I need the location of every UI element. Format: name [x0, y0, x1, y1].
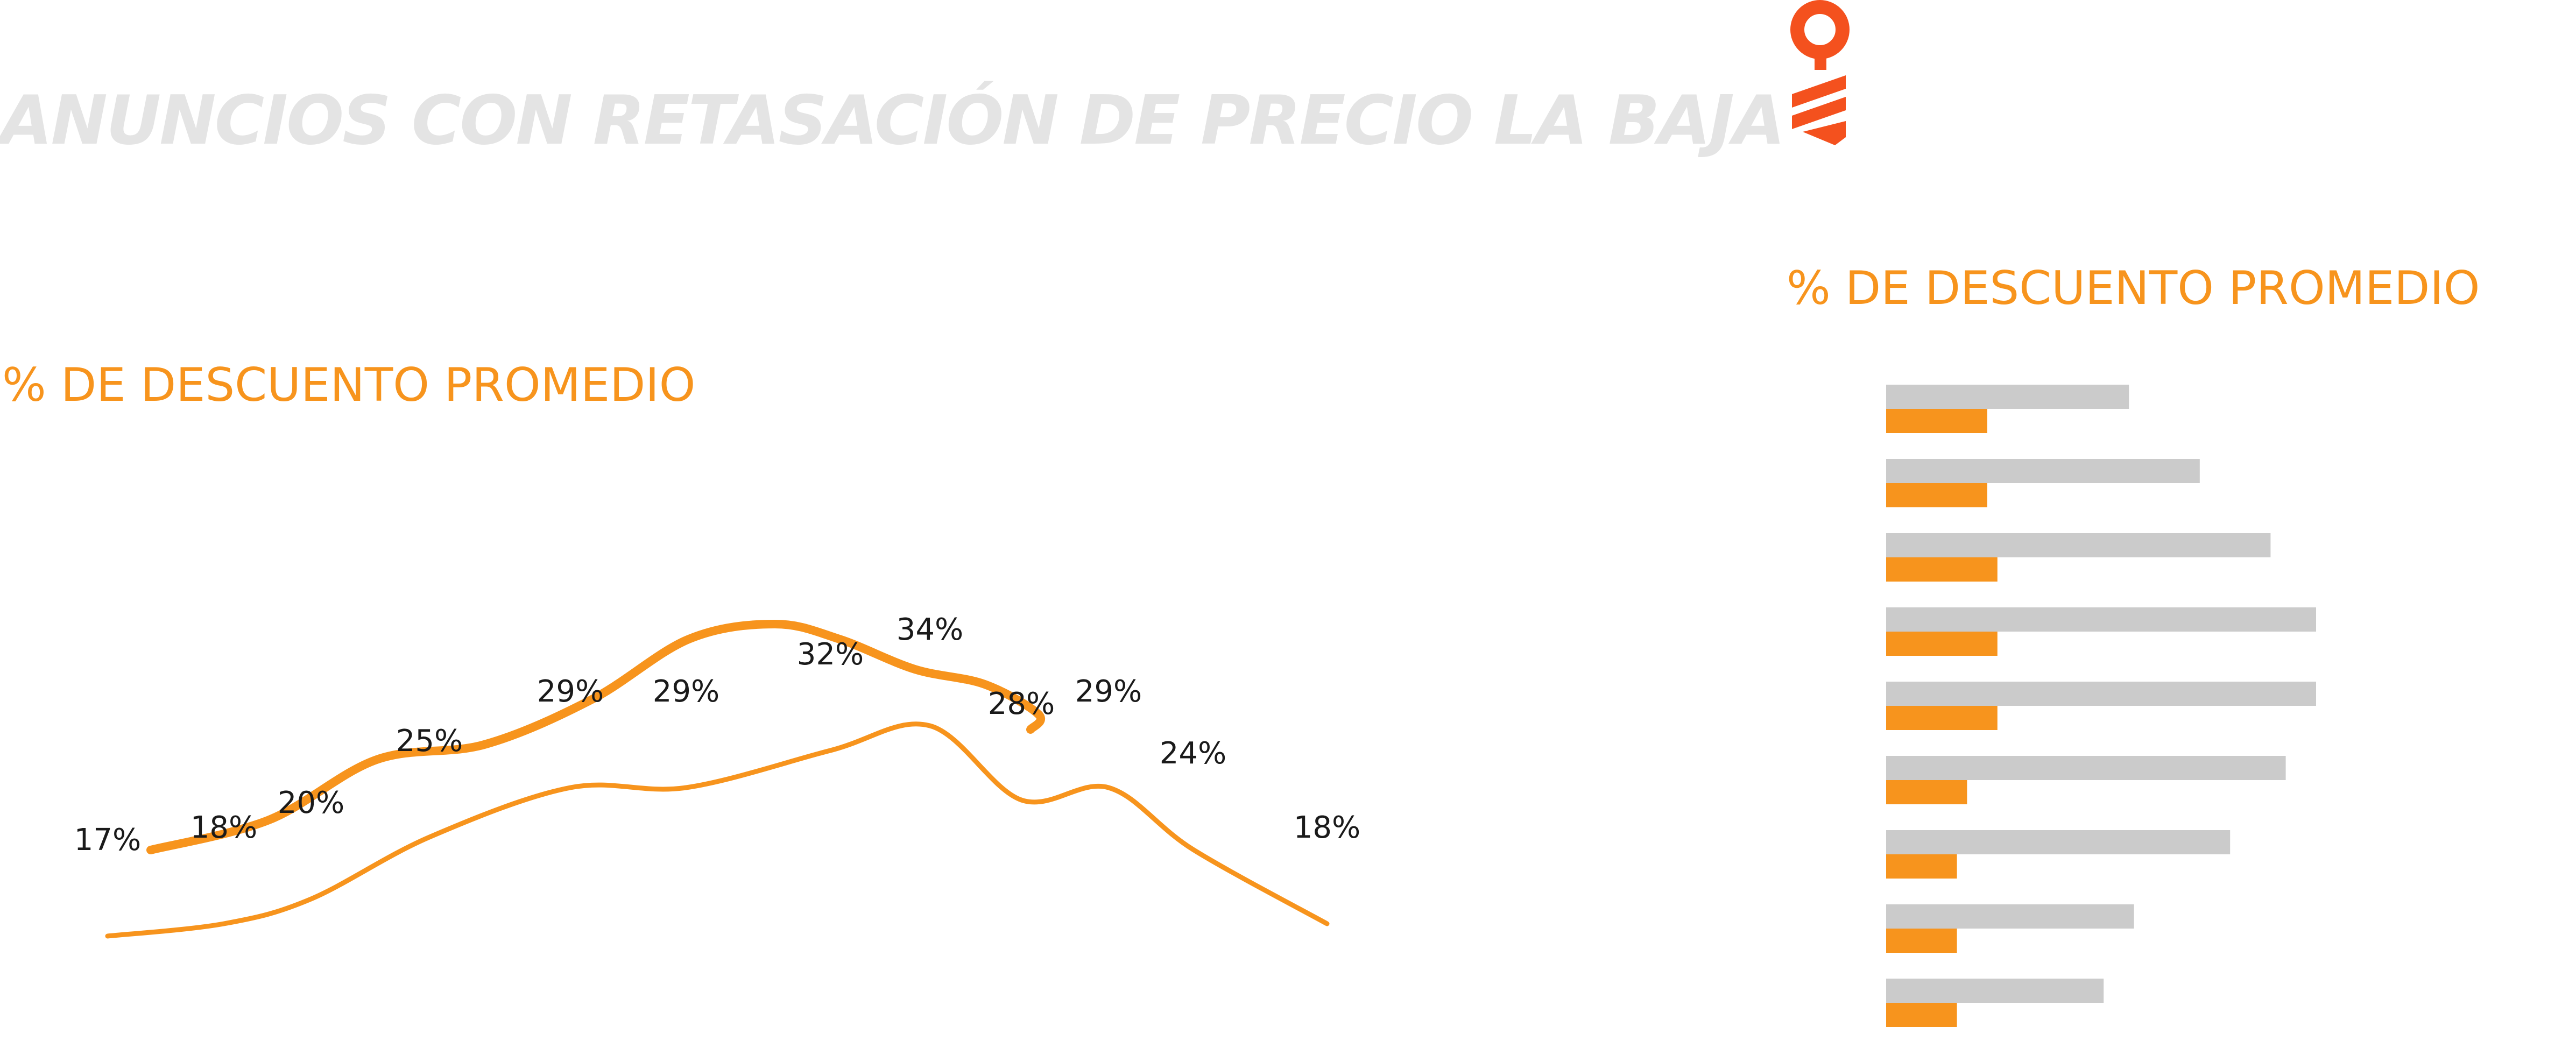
- line-point-label: 24%: [1160, 736, 1226, 771]
- bar-orange: [1886, 409, 1987, 433]
- bar-orange: [1886, 557, 1998, 582]
- bar-orange: [1886, 929, 1957, 953]
- key-logo-icon: [1790, 0, 1850, 145]
- line-point-label: 20%: [278, 785, 344, 820]
- line-point-label: 34%: [897, 612, 963, 647]
- bar-orange: [1886, 780, 1967, 804]
- bar-gray: [1886, 756, 2286, 780]
- line-point-label: 18%: [190, 810, 257, 845]
- line-point-label: 25%: [396, 724, 463, 759]
- line-series-secondary: [146, 620, 1045, 854]
- bar-chart-title: % DE DESCUENTO PROMEDIO: [1787, 261, 2480, 315]
- bar-orange: [1886, 1003, 1957, 1027]
- line-point-label: 32%: [797, 637, 864, 672]
- bar-gray: [1886, 904, 2134, 929]
- line-chart-title: % DE DESCUENTO PROMEDIO: [2, 358, 696, 412]
- line-point-label: 29%: [1075, 674, 1142, 709]
- bar-gray: [1886, 979, 2104, 1003]
- line-point-label: 28%: [988, 686, 1055, 721]
- bar-gray: [1886, 682, 2316, 706]
- line-point-label: 29%: [653, 674, 719, 709]
- bar-gray: [1886, 385, 2129, 409]
- bar-orange: [1886, 483, 1987, 507]
- bar-gray: [1886, 830, 2231, 854]
- page-title: ANUNCIOS CON RETASACIÓN DE PRECIO LA BAJ…: [0, 81, 1785, 160]
- line-point-label: 29%: [537, 674, 604, 709]
- bar-gray: [1886, 533, 2271, 557]
- line-series-discount: [105, 721, 1330, 939]
- bar-orange: [1886, 854, 1957, 879]
- line-point-label: 18%: [1294, 810, 1360, 845]
- bar-gray: [1886, 607, 2316, 632]
- bar-orange: [1886, 632, 1998, 656]
- bar-gray: [1886, 459, 2200, 483]
- line-point-label: 17%: [74, 823, 141, 858]
- bar-orange: [1886, 706, 1998, 730]
